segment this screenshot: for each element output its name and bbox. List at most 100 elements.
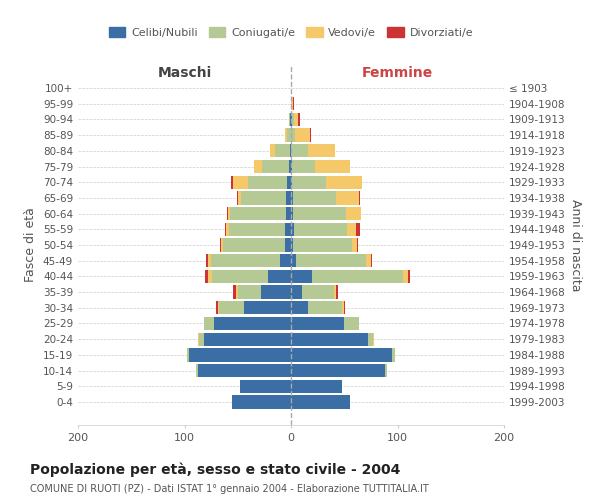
Bar (248, 176, 287, 189)
Bar (238, 191, 241, 204)
Bar (270, 144, 275, 158)
Bar (226, 222, 229, 236)
Bar (244, 301, 291, 314)
Bar (308, 144, 335, 158)
Bar (291, 144, 308, 158)
Bar (241, 191, 286, 204)
Bar (232, 396, 291, 408)
Bar (294, 113, 298, 126)
Bar (230, 207, 286, 220)
Bar (291, 222, 294, 236)
Text: Maschi: Maschi (157, 66, 212, 80)
Bar (221, 238, 223, 252)
Bar (365, 254, 371, 268)
Bar (211, 254, 280, 268)
Bar (284, 222, 291, 236)
Bar (310, 128, 311, 142)
Bar (291, 332, 368, 346)
Bar (286, 207, 291, 220)
Bar (287, 128, 291, 142)
Bar (359, 191, 360, 204)
Bar (214, 317, 291, 330)
Bar (206, 254, 208, 268)
Bar (344, 317, 359, 330)
Bar (240, 380, 291, 393)
Bar (385, 364, 387, 377)
Bar (342, 301, 344, 314)
Bar (291, 128, 295, 142)
Bar (392, 348, 395, 362)
Bar (228, 207, 230, 220)
Bar (203, 332, 291, 346)
Bar (220, 238, 221, 252)
Bar (291, 396, 350, 408)
Bar (291, 97, 293, 110)
Bar (298, 113, 299, 126)
Bar (291, 317, 344, 330)
Bar (336, 286, 338, 299)
Bar (373, 332, 374, 346)
Bar (233, 286, 236, 299)
Bar (293, 191, 336, 204)
Bar (268, 270, 291, 283)
Text: Femmine: Femmine (362, 66, 433, 80)
Bar (291, 160, 292, 173)
Bar (403, 270, 408, 283)
Bar (289, 113, 290, 126)
Bar (368, 332, 373, 346)
Y-axis label: Fasce di età: Fasce di età (25, 208, 37, 282)
Bar (292, 176, 326, 189)
Bar (261, 286, 291, 299)
Bar (302, 286, 334, 299)
Bar (291, 191, 293, 204)
Bar (334, 286, 336, 299)
Bar (346, 207, 361, 220)
Bar (205, 270, 208, 283)
Text: Popolazione per età, sesso e stato civile - 2004: Popolazione per età, sesso e stato civil… (30, 462, 400, 477)
Bar (347, 222, 356, 236)
Bar (293, 207, 346, 220)
Bar (291, 270, 313, 283)
Bar (290, 144, 291, 158)
Bar (227, 207, 228, 220)
Bar (344, 301, 346, 314)
Bar (291, 348, 392, 362)
Bar (233, 176, 248, 189)
Bar (238, 286, 261, 299)
Bar (408, 270, 410, 283)
Bar (291, 207, 293, 220)
Bar (208, 254, 211, 268)
Bar (199, 364, 291, 377)
Bar (291, 380, 342, 393)
Bar (295, 128, 310, 142)
Bar (254, 160, 262, 173)
Bar (291, 364, 385, 377)
Bar (357, 238, 358, 252)
Bar (275, 144, 290, 158)
Bar (291, 113, 292, 126)
Bar (290, 113, 291, 126)
Bar (293, 97, 294, 110)
Bar (199, 332, 203, 346)
Bar (225, 222, 226, 236)
Bar (371, 254, 372, 268)
Bar (229, 222, 284, 236)
Bar (203, 317, 214, 330)
Bar (313, 270, 403, 283)
Bar (356, 222, 360, 236)
Bar (289, 160, 291, 173)
Bar (308, 301, 342, 314)
Bar (326, 176, 362, 189)
Bar (212, 270, 268, 283)
Bar (236, 286, 238, 299)
Bar (218, 301, 244, 314)
Bar (291, 286, 302, 299)
Bar (280, 254, 291, 268)
Bar (284, 128, 287, 142)
Bar (286, 191, 291, 204)
Bar (292, 113, 294, 126)
Bar (336, 191, 359, 204)
Bar (352, 238, 357, 252)
Bar (292, 160, 316, 173)
Bar (316, 160, 350, 173)
